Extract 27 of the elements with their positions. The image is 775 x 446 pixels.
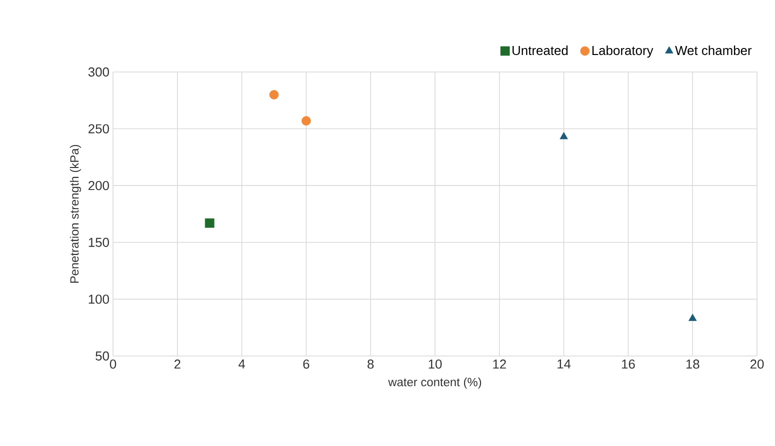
- x-tick-label: 16: [622, 360, 635, 369]
- point: [302, 116, 311, 126]
- y-tick-label: 300: [88, 67, 109, 77]
- x-tick-label: 12: [493, 360, 506, 369]
- y-tick-label: 200: [88, 180, 109, 190]
- x-tick-label: 20: [750, 360, 764, 369]
- y-tick-label: 250: [88, 124, 109, 134]
- legend-label: Untreated: [512, 46, 568, 56]
- x-tick-label: 6: [303, 360, 310, 369]
- legend-label: Laboratory: [592, 46, 654, 58]
- x-tick-label: 2: [174, 360, 180, 369]
- x-tick-label: 8: [368, 360, 374, 369]
- x-axis-title: water content (%): [388, 378, 482, 389]
- point: [269, 90, 279, 100]
- x-tick-label: 10: [428, 360, 442, 369]
- legend-label: Wet chamber: [675, 46, 752, 56]
- point: [204, 218, 214, 228]
- x-tick-label: 0: [110, 360, 116, 369]
- y-axis-title: Penetration strength (kPa): [70, 144, 82, 283]
- point: [560, 132, 568, 140]
- y-tick-label: 50: [96, 351, 109, 361]
- x-tick-label: 4: [238, 360, 246, 368]
- y-tick-label: 100: [88, 294, 109, 304]
- point: [688, 314, 697, 321]
- x-tick-label: 14: [558, 360, 571, 368]
- x-tick-label: 18: [686, 360, 700, 369]
- y-tick-label: 150: [88, 238, 109, 247]
